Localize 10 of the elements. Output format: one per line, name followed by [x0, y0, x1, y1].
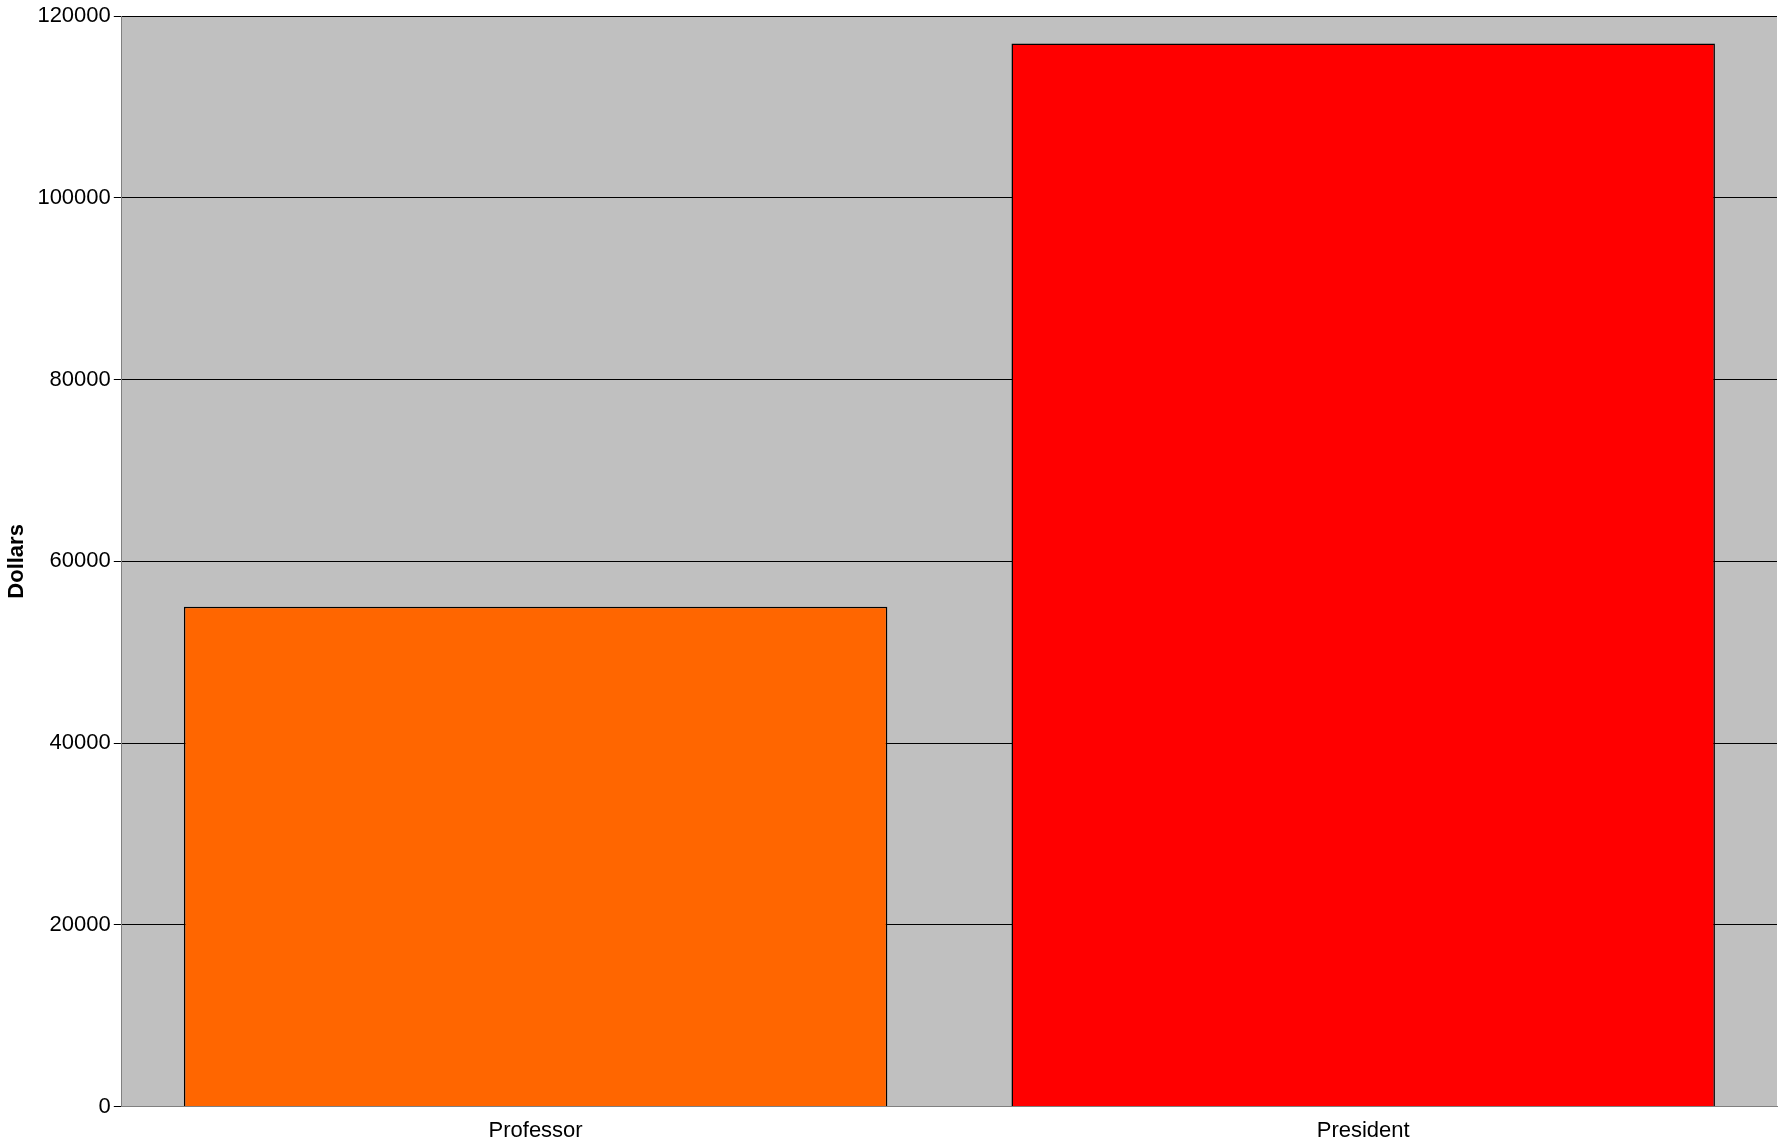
- y-tick-label: 40000: [49, 729, 111, 755]
- y-tick-label: 100000: [37, 184, 111, 209]
- y-tick-label: 20000: [49, 910, 111, 936]
- y-tick-label: 120000: [37, 2, 111, 28]
- x-tick-label: President: [1316, 1116, 1410, 1142]
- x-tick-label: Professor: [488, 1116, 583, 1142]
- y-tick-label: 0: [98, 1092, 111, 1118]
- y-tick-label: 80000: [49, 365, 111, 391]
- y-tick-label: 60000: [49, 547, 111, 573]
- y-axis-title: Dollars: [3, 524, 29, 599]
